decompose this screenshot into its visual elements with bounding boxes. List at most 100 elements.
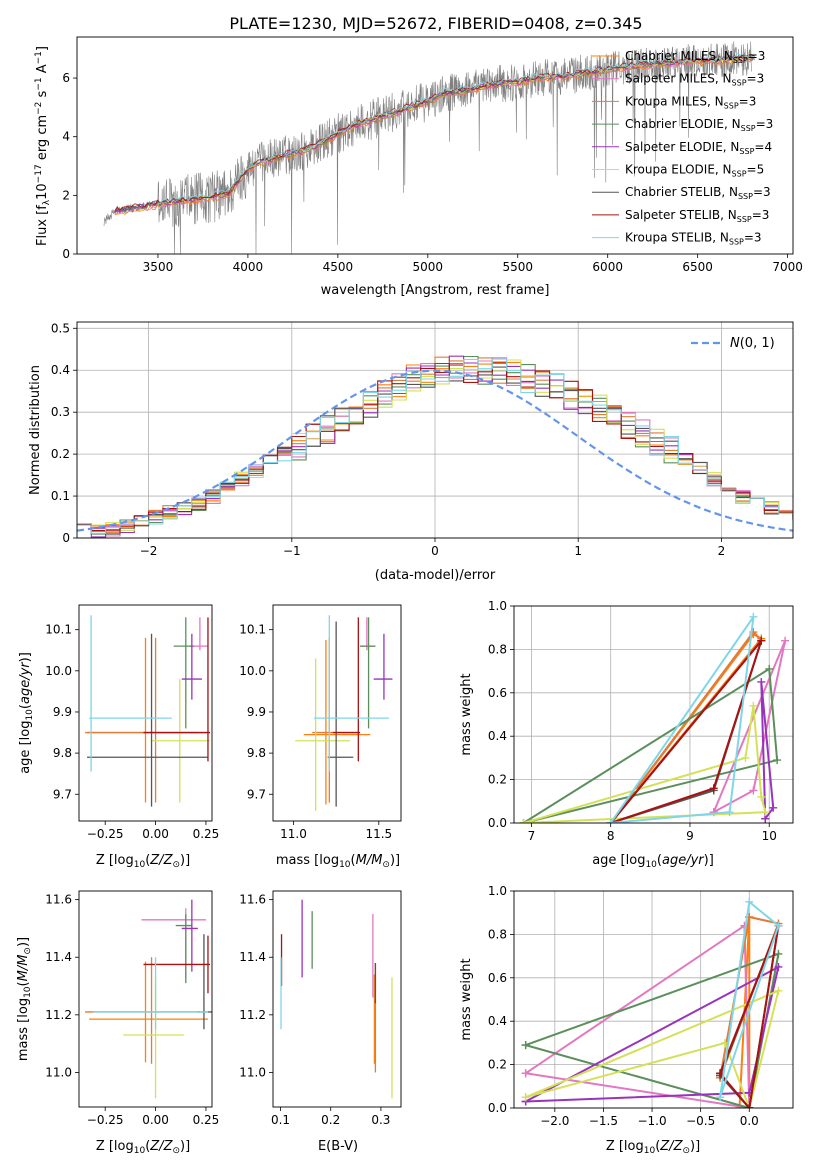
y-tick-label: 9.9 (53, 705, 72, 719)
y-tick-label: 0.5 (51, 321, 70, 335)
y-tick-label: 10.1 (45, 623, 72, 637)
x-tick-label: −2.0 (540, 1114, 569, 1128)
y-axis-label: mass weight (459, 958, 474, 1040)
x-tick-label: −1 (283, 544, 301, 558)
y-tick-label: 0.0 (488, 816, 507, 830)
x-tick-label: 5500 (502, 260, 533, 274)
y-axis-label: Normed distribution (28, 365, 43, 495)
y-tick-label: 0.0 (488, 1101, 507, 1115)
y-tick-label: 0.2 (51, 447, 70, 461)
y-tick-label: 10.1 (239, 623, 266, 637)
x-tick-label: 1 (574, 544, 582, 558)
y-tick-label: 0 (62, 247, 70, 261)
y-tick-label: 11.2 (45, 1008, 72, 1022)
axes-frame (513, 890, 794, 1109)
x-tick-label: −1.5 (589, 1114, 618, 1128)
legend-label: Kroupa MILES, NSSP=3 (625, 94, 756, 110)
y-tick-label: 10.0 (45, 664, 72, 678)
legend-label: N(0, 1) (730, 336, 775, 351)
x-tick-label: 7000 (772, 260, 803, 274)
legend-label: Salpeter ELODIE, NSSP=4 (625, 140, 772, 156)
x-tick-label: 0.1 (271, 1113, 290, 1127)
weight-line-4 (522, 667, 779, 823)
figure-title: PLATE=1230, MJD=52672, FIBERID=0408, z=0… (229, 14, 642, 33)
y-tick-label: 11.6 (239, 893, 266, 907)
y-tick-label: 0.1 (51, 489, 70, 503)
y-tick-label: 4 (62, 130, 70, 144)
y-tick-label: 0.6 (488, 686, 507, 700)
x-tick-label: 11.5 (365, 827, 392, 841)
weight-marker (521, 1093, 530, 1102)
x-tick-label: 0 (431, 544, 439, 558)
y-tick-label: 1.0 (488, 884, 507, 898)
panel-residuals: −2 −1 0 1 2 0 0.1 0.2 0.3 0.4 0.5 (data-model)/erro… (28, 321, 794, 583)
x-tick-label: −0.25 (87, 827, 124, 841)
x-tick-label: 10 (762, 829, 777, 843)
y-axis-label: age [log10(age/yr)] (18, 652, 35, 774)
legend-label: Chabrier MILES, NSSP=3 (625, 49, 765, 65)
panel-age-vs-z: −0.25 0.00 0.25 9.7 9.8 9.9 10.0 10.1 Z [log10(Z… (18, 604, 219, 870)
x-tick-label: −0.5 (686, 1114, 715, 1128)
weight-marker (716, 1093, 725, 1102)
y-tick-label: 0.8 (488, 927, 507, 941)
y-tick-label: 6 (62, 71, 70, 85)
weight-marker (519, 819, 528, 823)
x-tick-label: 5000 (413, 260, 444, 274)
y-tick-label: 9.8 (53, 746, 72, 760)
x-tick-label: 2 (718, 544, 726, 558)
y-tick-label: 11.0 (239, 1065, 266, 1079)
weight-marker (774, 949, 783, 958)
weight-line-9 (609, 616, 755, 823)
x-tick-label: 0.00 (142, 827, 169, 841)
axes-frame (513, 605, 794, 824)
y-tick-label: 11.0 (45, 1065, 72, 1079)
y-tick-label: 1.0 (488, 599, 507, 613)
plot-area (521, 897, 783, 1108)
x-tick-label: 3500 (143, 260, 174, 274)
x-tick-label: 8 (607, 829, 615, 843)
y-tick-label: 11.2 (239, 1008, 266, 1022)
legend-label: Kroupa ELODIE, NSSP=5 (625, 163, 764, 179)
plot-area (77, 355, 793, 538)
y-tick-label: 9.7 (247, 787, 266, 801)
weight-marker (745, 1104, 754, 1108)
x-tick-label: −1.0 (637, 1114, 666, 1128)
axes-frame (272, 890, 402, 1108)
x-tick-label: 0.25 (193, 1113, 220, 1127)
weight-marker (521, 1069, 530, 1078)
x-tick-label: 0.3 (371, 1113, 390, 1127)
weight-marker (757, 792, 766, 801)
x-tick-label: −2 (140, 544, 158, 558)
residual-histogram-6 (77, 359, 793, 531)
x-tick-label: 4000 (233, 260, 264, 274)
y-tick-label: 0.4 (488, 1014, 507, 1028)
normal-curve (77, 369, 793, 532)
weight-line-8 (609, 640, 763, 823)
weight-line-6 (523, 705, 767, 823)
residual-histogram-8 (77, 362, 793, 532)
x-tick-label: −0.25 (87, 1113, 124, 1127)
x-tick-label: 6000 (592, 260, 623, 274)
x-tick-label: 11.0 (280, 827, 307, 841)
x-axis-label: E(B-V) (318, 1139, 358, 1154)
legend-label: Chabrier STELIB, NSSP=3 (625, 185, 771, 201)
legend-label: Salpeter STELIB, NSSP=3 (625, 208, 769, 224)
panel-weight-vs-z: −2.0 −1.5 −1.0 −0.5 0.0 0.0 0.2 0.4 0.6 0.8 1.0 mas… (459, 884, 794, 1156)
weight-marker (757, 636, 766, 645)
plot-area (519, 612, 790, 823)
weight-line-9 (719, 900, 780, 1098)
y-tick-label: 0.2 (488, 773, 507, 787)
y-tick-label: 0.4 (488, 729, 507, 743)
plot-area (103, 41, 756, 254)
weight-marker (765, 664, 774, 673)
model-line-8 (114, 53, 755, 212)
weight-marker (606, 819, 615, 823)
weight-marker (745, 897, 754, 906)
weight-marker (761, 808, 770, 817)
x-axis-label: (data-model)/error (375, 568, 496, 583)
axes-frame (78, 604, 213, 822)
y-tick-label: 0.6 (488, 971, 507, 985)
residual-histogram-9 (77, 358, 793, 534)
y-tick-label: 9.7 (53, 787, 72, 801)
